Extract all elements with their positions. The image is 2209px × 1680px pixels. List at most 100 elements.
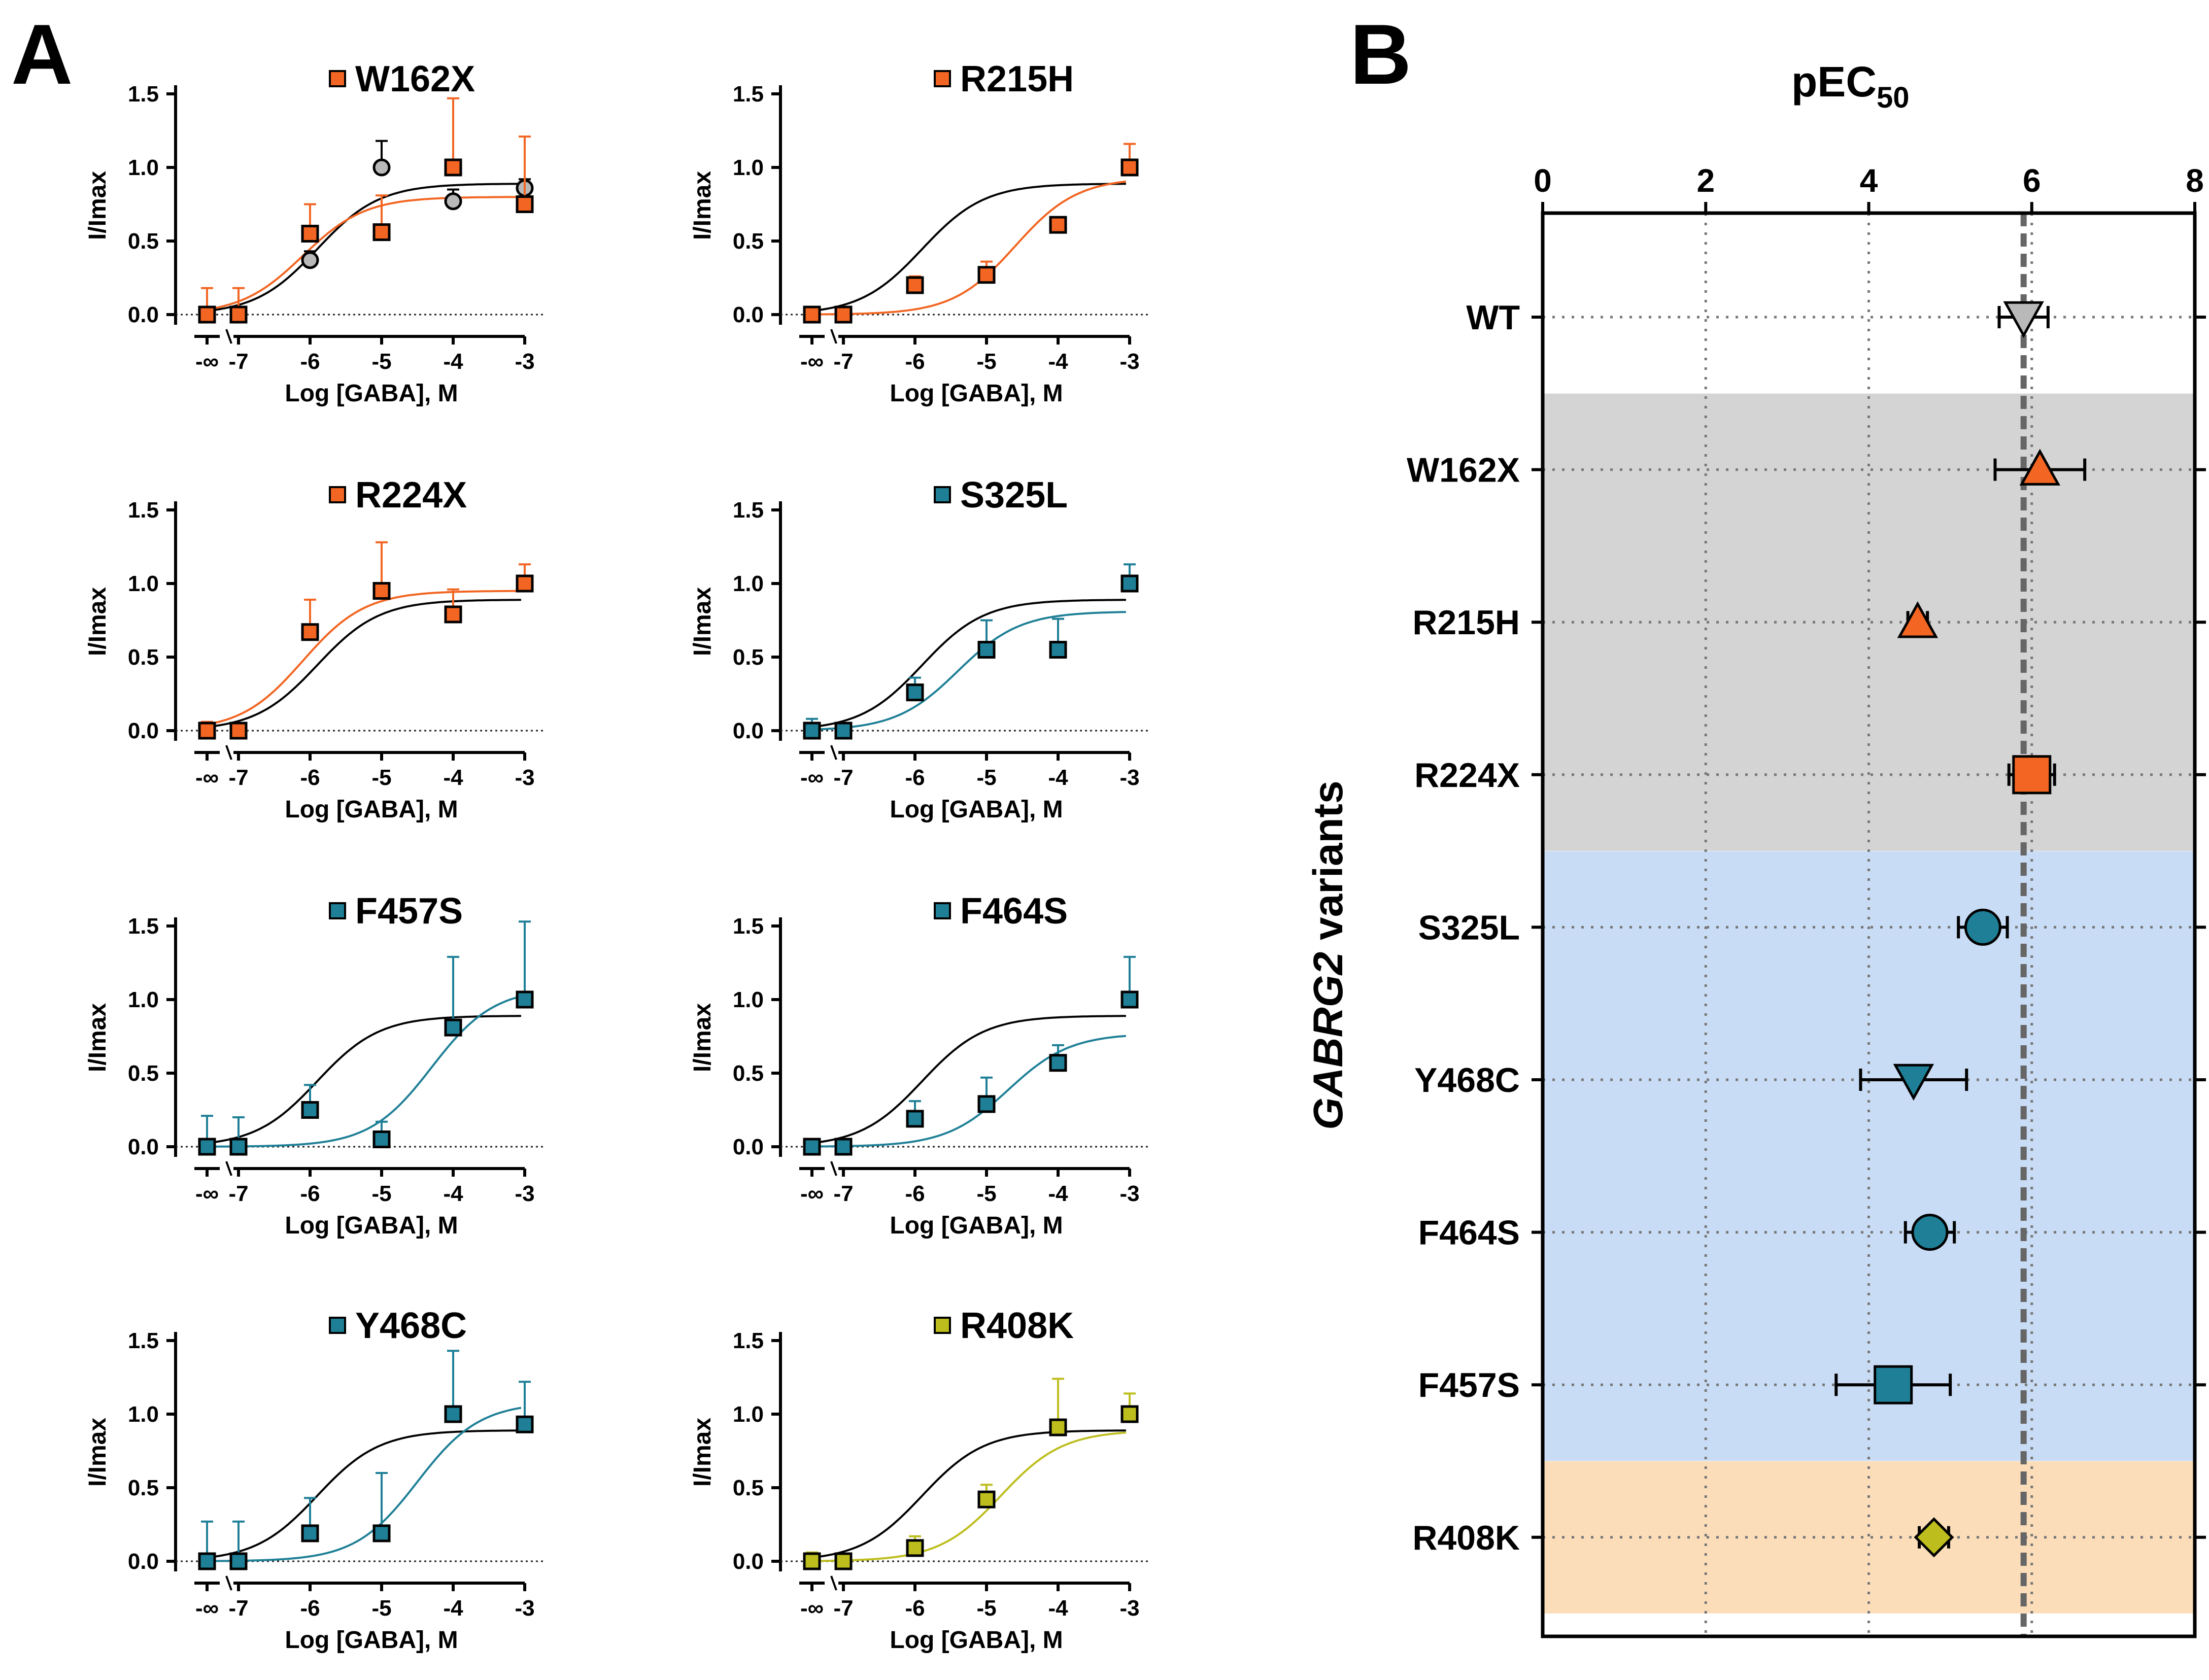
- category-label: R408K: [1412, 1519, 1520, 1557]
- pec50-marker-r224x: [2012, 755, 2052, 795]
- variant-data-point: [229, 1138, 248, 1156]
- y-axis-label: I/Imax: [84, 1418, 111, 1487]
- panel-b-pec50-forest-plot: 0 2 4 6 8 pEC50 GABRG2 variants WT W162X R215H R22…: [1305, 58, 2206, 1638]
- dose-response-chart-y468c: 0.0 0.5 1.0 1.5 I/Imax -∞ -7 -6 -5 -4 -3 Log [GABA]…: [84, 1306, 545, 1654]
- x-tick-label: -5: [976, 349, 996, 374]
- x-tick-label: -4: [1048, 765, 1068, 790]
- x-tick-label: -5: [976, 765, 996, 790]
- x-axis-label: Log [GABA], M: [285, 380, 458, 407]
- x-axis-break-mark: [830, 1161, 837, 1176]
- variant-fit-curve: [811, 611, 1126, 731]
- dose-response-chart-w162x: 0.0 0.5 1.0 1.5 I/Imax -∞ -7 -6 -5 -4 -3 Log [GABA]…: [84, 59, 545, 407]
- variant-data-point: [444, 1405, 462, 1423]
- y-tick-label: 1.0: [733, 1402, 764, 1427]
- title-legend-marker: [329, 70, 346, 87]
- dose-response-chart-s325l: 0.0 0.5 1.0 1.5 I/Imax -∞ -7 -6 -5 -4 -3 Log [GABA]…: [689, 475, 1150, 823]
- pec50-marker-f464s: [1911, 1214, 1949, 1251]
- variant-data-point: [803, 722, 821, 740]
- variant-data-point: [906, 276, 924, 294]
- x-axis-label: Log [GABA], M: [890, 1212, 1063, 1239]
- variant-data-point: [977, 266, 996, 284]
- x-tick-label: -7: [833, 1181, 853, 1206]
- variant-data-point: [372, 1130, 391, 1148]
- y-axis-label: I/Imax: [689, 587, 716, 656]
- x-tick-label: -7: [833, 1596, 853, 1621]
- x-tick-label: -3: [1119, 1596, 1139, 1621]
- y-tick-label: 0.5: [128, 229, 159, 254]
- y-axis-label: I/Imax: [689, 171, 716, 240]
- variant-data-point: [198, 722, 216, 740]
- y-axis-label: I/Imax: [689, 1418, 716, 1487]
- dose-response-chart-f464s: 0.0 0.5 1.0 1.5 I/Imax -∞ -7 -6 -5 -4 -3 Log [GABA]…: [689, 891, 1150, 1239]
- variant-fit-curve: [206, 1407, 522, 1562]
- y-tick-label: 1.0: [733, 155, 764, 180]
- pec50-marker-w162x: [2019, 449, 2061, 486]
- variant-data-point: [301, 225, 319, 243]
- x-tick-label: -∞: [195, 1596, 219, 1621]
- x-axis-break-mark: [225, 1161, 232, 1176]
- pec50-marker-r408k: [1914, 1517, 1954, 1558]
- variant-data-point: [803, 305, 821, 324]
- y-tick-label: 0.5: [128, 645, 159, 670]
- x-tick-label: -4: [1048, 349, 1068, 374]
- wt-data-point: [444, 192, 462, 211]
- panel-b-letter: B: [1350, 7, 1411, 102]
- x-tick-label: -5: [976, 1181, 996, 1206]
- x-tick-label: -4: [443, 765, 463, 790]
- x-tick-label: -3: [515, 765, 534, 790]
- x-tick-label: -7: [833, 765, 853, 790]
- category-label: W162X: [1407, 451, 1520, 490]
- y-tick-label: 0.0: [128, 302, 159, 327]
- x-tick-label: -∞: [195, 765, 219, 790]
- category-label: Y468C: [1414, 1061, 1520, 1100]
- variant-fit-curve: [811, 180, 1127, 316]
- x-tick-label: -∞: [195, 349, 219, 374]
- x-axis-break-mark: [225, 1575, 232, 1591]
- x-tick-label: -∞: [800, 1596, 824, 1621]
- x-tick-label: -3: [515, 349, 534, 374]
- y-tick-label: 1.5: [128, 914, 159, 939]
- x-tick-label: -∞: [800, 349, 824, 374]
- variant-data-point: [229, 722, 248, 740]
- wt-fit-curve: [206, 599, 521, 728]
- y-tick-label: 1.0: [128, 571, 159, 596]
- x-axis-label: Log [GABA], M: [890, 796, 1063, 823]
- variant-data-point: [803, 1552, 821, 1570]
- category-label: R224X: [1414, 756, 1520, 795]
- y-axis-label: I/Imax: [84, 587, 111, 656]
- variant-data-point: [834, 305, 853, 324]
- wt-data-point: [301, 251, 319, 269]
- y-tick-label: 0.5: [733, 1476, 764, 1500]
- variant-data-point: [1120, 158, 1139, 177]
- variant-data-point: [1120, 1405, 1139, 1423]
- x-tick-label: -3: [515, 1596, 534, 1621]
- dose-response-chart-r215h: 0.0 0.5 1.0 1.5 I/Imax -∞ -7 -6 -5 -4 -3 Log [GABA]…: [689, 59, 1150, 407]
- x-axis-break-mark: [225, 329, 232, 344]
- x-tick-label: -4: [443, 1596, 463, 1621]
- variant-data-point: [444, 158, 462, 177]
- x-tick-label: -6: [905, 1596, 925, 1621]
- variant-data-point: [301, 1101, 319, 1119]
- x-tick-label: -3: [1119, 1181, 1139, 1206]
- chart-title: pEC50: [1791, 58, 1910, 114]
- y-tick-label: 0.0: [128, 718, 159, 743]
- chart-title-subscript: 50: [1877, 81, 1910, 114]
- group-band-blue: [1543, 851, 2195, 1461]
- title-legend-marker: [329, 1317, 346, 1334]
- y-tick-label: 0.5: [733, 229, 764, 254]
- x-tick-label: 6: [2023, 162, 2041, 199]
- variant-data-point: [516, 1415, 534, 1433]
- wt-fit-curve: [811, 599, 1126, 728]
- category-label: WT: [1466, 298, 1520, 337]
- dose-response-chart-r408k: 0.0 0.5 1.0 1.5 I/Imax -∞ -7 -6 -5 -4 -3 Log [GABA]…: [689, 1306, 1150, 1654]
- dose-response-chart-r224x: 0.0 0.5 1.0 1.5 I/Imax -∞ -7 -6 -5 -4 -3 Log [GABA]…: [84, 475, 545, 823]
- wt-fit-curve: [206, 1429, 521, 1559]
- x-tick-label: 8: [2186, 162, 2204, 199]
- x-axis-break-mark: [225, 745, 232, 760]
- variant-data-point: [229, 305, 248, 324]
- x-tick-label: -3: [1119, 349, 1139, 374]
- y-tick-label: 1.5: [128, 1328, 159, 1353]
- title-legend-marker: [329, 902, 346, 919]
- x-tick-label: -5: [371, 349, 391, 374]
- chart-title: Y468C: [355, 1306, 467, 1346]
